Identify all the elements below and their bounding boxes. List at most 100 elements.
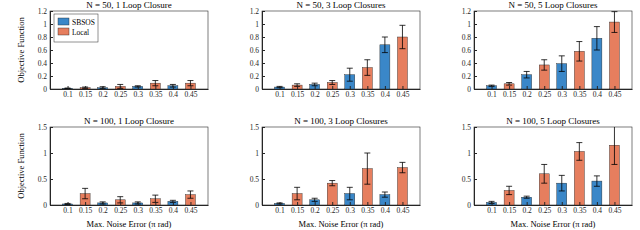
y-tick: 0 bbox=[43, 201, 53, 210]
x-tick-mark bbox=[332, 86, 333, 89]
x-tick-mark bbox=[544, 202, 545, 205]
y-axis-title: Objective Function bbox=[16, 133, 26, 199]
x-tick-mark bbox=[103, 202, 104, 205]
y-tick-label: 1 bbox=[43, 20, 47, 29]
x-tick: 0.1 bbox=[275, 202, 285, 215]
x-tick: 0.3 bbox=[346, 202, 356, 215]
error-stem bbox=[332, 181, 333, 186]
y-tick: 1 bbox=[43, 149, 53, 158]
error-cap bbox=[277, 202, 283, 203]
error-cap bbox=[382, 192, 388, 193]
x-tick: 0.1 bbox=[275, 86, 285, 99]
y-tick-label: 1 bbox=[467, 149, 471, 158]
error-cap bbox=[294, 199, 300, 200]
x-tick: 0.35 bbox=[573, 202, 586, 215]
x-tick: 0.35 bbox=[361, 202, 374, 215]
x-axis: 0.10.150.20.250.30.350.40.45 bbox=[51, 86, 209, 99]
y-tick-label: 0 bbox=[467, 85, 471, 94]
y-tick-mark bbox=[262, 37, 265, 38]
x-tick: 0.4 bbox=[381, 86, 391, 99]
error-bar bbox=[576, 42, 582, 62]
x-tick-label: 0.45 bbox=[608, 90, 621, 99]
y-tick: 1 bbox=[43, 20, 53, 29]
y-tick: 0.8 bbox=[250, 33, 265, 42]
x-tick-label: 0.2 bbox=[98, 206, 108, 215]
x-tick-label: 0.15 bbox=[291, 206, 304, 215]
x-tick: 0.4 bbox=[381, 202, 391, 215]
x-tick-label: 0.15 bbox=[503, 206, 516, 215]
error-bar bbox=[524, 196, 530, 198]
x-tick-label: 0.35 bbox=[573, 90, 586, 99]
x-tick: 0.1 bbox=[487, 86, 497, 99]
bar bbox=[397, 168, 407, 205]
y-tick-mark bbox=[50, 50, 53, 51]
x-tick: 0.45 bbox=[396, 86, 409, 99]
error-bar bbox=[594, 176, 600, 186]
error-bar bbox=[347, 68, 353, 81]
y-tick-label: 0.5 bbox=[250, 175, 260, 184]
error-stem bbox=[579, 42, 580, 62]
x-tick: 0.1 bbox=[63, 86, 73, 99]
x-tick-mark bbox=[579, 86, 580, 89]
x-tick-mark bbox=[103, 86, 104, 89]
panel: 0.10.150.20.250.30.350.40.4500.511.5N = … bbox=[462, 116, 633, 229]
y-tick-mark bbox=[50, 179, 53, 180]
error-cap bbox=[82, 198, 88, 199]
y-tick: 1 bbox=[255, 149, 265, 158]
x-tick-mark bbox=[173, 86, 174, 89]
x-tick-label: 0.35 bbox=[573, 206, 586, 215]
error-cap bbox=[294, 83, 300, 84]
x-tick: 0.25 bbox=[326, 202, 339, 215]
x-tick-label: 0.4 bbox=[593, 206, 603, 215]
y-tick: 1 bbox=[255, 20, 265, 29]
y-tick-mark bbox=[50, 127, 53, 128]
error-bar bbox=[312, 83, 318, 86]
x-tick-label: 0.1 bbox=[275, 90, 285, 99]
y-tick: 1.2 bbox=[462, 7, 477, 16]
y-tick: 0 bbox=[255, 85, 265, 94]
x-tick-label: 0.1 bbox=[275, 206, 285, 215]
x-tick-label: 0.3 bbox=[558, 206, 568, 215]
error-bar bbox=[187, 81, 193, 86]
error-stem bbox=[314, 198, 315, 201]
x-tick-mark bbox=[527, 202, 528, 205]
error-bar bbox=[117, 197, 123, 203]
error-cap bbox=[576, 41, 582, 42]
plot-frame bbox=[50, 127, 208, 205]
chart-title: N = 100, 3 Loop Closures bbox=[294, 116, 388, 126]
x-tick: 0.35 bbox=[573, 86, 586, 99]
bar bbox=[275, 203, 285, 205]
error-cap bbox=[594, 175, 600, 176]
x-tick-mark bbox=[332, 202, 333, 205]
y-tick-mark bbox=[474, 89, 477, 90]
y-tick-label: 1 bbox=[467, 20, 471, 29]
error-bar bbox=[506, 83, 512, 86]
x-tick: 0.4 bbox=[169, 202, 179, 215]
error-cap bbox=[524, 198, 530, 199]
y-axis-line bbox=[262, 128, 263, 206]
error-stem bbox=[561, 56, 562, 72]
error-cap bbox=[277, 203, 283, 204]
error-bar bbox=[559, 56, 565, 72]
x-tick-mark bbox=[85, 202, 86, 205]
x-tick: 0.15 bbox=[79, 86, 92, 99]
x-tick-mark bbox=[173, 202, 174, 205]
error-cap bbox=[576, 61, 582, 62]
bar bbox=[609, 22, 619, 89]
legend-swatch bbox=[58, 28, 69, 35]
x-tick-mark bbox=[280, 202, 281, 205]
x-tick-mark bbox=[367, 202, 368, 205]
error-cap bbox=[170, 84, 176, 85]
error-cap bbox=[152, 195, 158, 196]
bar bbox=[327, 183, 337, 205]
x-tick-label: 0.3 bbox=[558, 90, 568, 99]
x-tick-label: 0.2 bbox=[522, 90, 532, 99]
marks bbox=[63, 188, 196, 205]
x-tick-mark bbox=[190, 202, 191, 205]
error-bar bbox=[399, 25, 405, 48]
y-axis: 00.20.40.60.811.2 bbox=[462, 7, 477, 94]
error-cap bbox=[329, 185, 335, 186]
y-tick-mark bbox=[262, 127, 265, 128]
error-stem bbox=[367, 153, 368, 184]
x-tick: 0.15 bbox=[291, 202, 304, 215]
